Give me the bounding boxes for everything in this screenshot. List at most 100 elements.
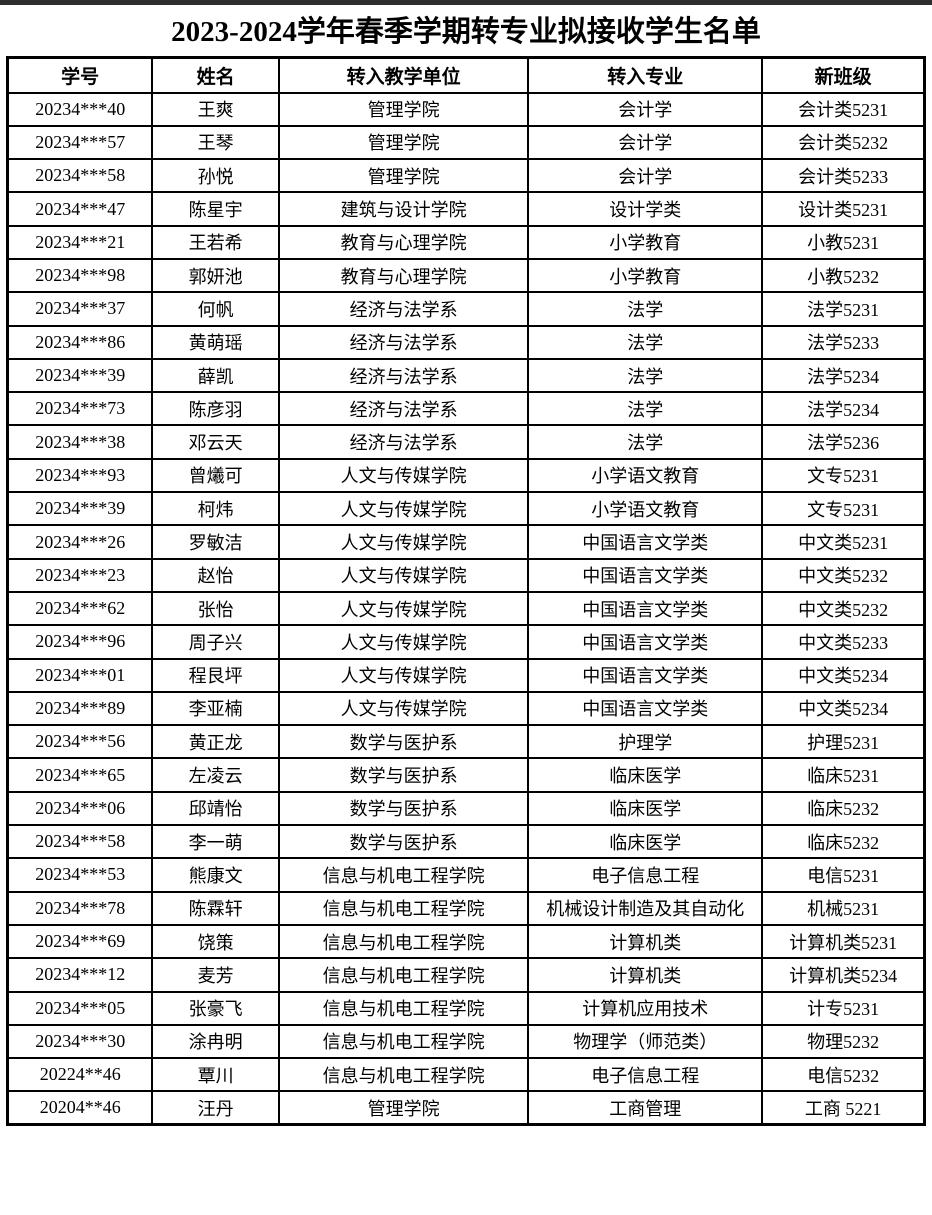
cell-major: 小学教育 <box>527 224 764 260</box>
column-header-unit: 转入教学单位 <box>277 56 530 94</box>
cell-unit: 信息与机电工程学院 <box>277 890 530 926</box>
cell-student-id: 20234***57 <box>6 124 154 161</box>
column-header-major: 转入专业 <box>527 56 764 94</box>
cell-student-id: 20234***62 <box>6 590 154 627</box>
table-row: 20234***78 陈霖轩 信息与机电工程学院 机械设计制造及其自动化 机械5231 <box>6 890 926 926</box>
cell-student-id: 20234***06 <box>6 790 154 827</box>
cell-name: 麦芳 <box>151 957 280 993</box>
student-roster-table: 学号 姓名 转入教学单位 转入专业 新班级 20234***40 王爽 管理学院 会计… <box>6 56 926 1127</box>
cell-new-class: 临床5232 <box>761 790 926 827</box>
cell-name: 李一萌 <box>151 824 280 860</box>
cell-name: 邓云天 <box>151 424 280 460</box>
cell-major: 临床医学 <box>527 790 764 827</box>
table-row: 20234***38 邓云天 经济与法学系 法学 法学5236 <box>6 424 926 460</box>
cell-major: 中国语言文学类 <box>527 557 764 593</box>
cell-unit: 人文与传媒学院 <box>277 657 530 693</box>
cell-name: 王爽 <box>151 91 280 127</box>
cell-unit: 管理学院 <box>277 1090 530 1126</box>
cell-unit: 经济与法学系 <box>277 324 530 360</box>
cell-student-id: 20234***89 <box>6 690 154 727</box>
cell-unit: 数学与医护系 <box>277 757 530 793</box>
cell-unit: 教育与心理学院 <box>277 224 530 260</box>
table-row: 20234***06 邱靖怡 数学与医护系 临床医学 临床5232 <box>6 790 926 827</box>
cell-new-class: 中文类5233 <box>761 624 926 660</box>
cell-unit: 管理学院 <box>277 158 530 194</box>
cell-new-class: 中文类5232 <box>761 590 926 627</box>
cell-student-id: 20234***56 <box>6 724 154 760</box>
cell-major: 临床医学 <box>527 757 764 793</box>
header-row: 学号 姓名 转入教学单位 转入专业 新班级 <box>6 56 926 94</box>
cell-new-class: 中文类5232 <box>761 557 926 593</box>
cell-unit: 信息与机电工程学院 <box>277 957 530 993</box>
cell-name: 薛凯 <box>151 357 280 394</box>
cell-student-id: 20234***38 <box>6 424 154 460</box>
cell-new-class: 会计类5231 <box>761 91 926 127</box>
cell-student-id: 20234***21 <box>6 224 154 260</box>
cell-unit: 人文与传媒学院 <box>277 690 530 727</box>
cell-new-class: 临床5231 <box>761 757 926 793</box>
cell-unit: 信息与机电工程学院 <box>277 923 530 960</box>
cell-new-class: 法学5233 <box>761 324 926 360</box>
cell-new-class: 工商 5221 <box>761 1090 926 1126</box>
cell-name: 柯炜 <box>151 491 280 527</box>
cell-major: 临床医学 <box>527 824 764 860</box>
cell-major: 电子信息工程 <box>527 1057 764 1093</box>
cell-major: 中国语言文学类 <box>527 590 764 627</box>
cell-name: 王若希 <box>151 224 280 260</box>
column-header-new-class: 新班级 <box>761 56 926 94</box>
table-header: 学号 姓名 转入教学单位 转入专业 新班级 <box>6 56 926 94</box>
cell-name: 张怡 <box>151 590 280 627</box>
cell-major: 会计学 <box>527 91 764 127</box>
cell-unit: 建筑与设计学院 <box>277 191 530 227</box>
cell-new-class: 法学5234 <box>761 357 926 394</box>
cell-major: 机械设计制造及其自动化 <box>527 890 764 926</box>
table-row: 20234***01 程艮坪 人文与传媒学院 中国语言文学类 中文类5234 <box>6 657 926 693</box>
cell-student-id: 20234***65 <box>6 757 154 793</box>
cell-new-class: 机械5231 <box>761 890 926 926</box>
cell-student-id: 20234***53 <box>6 857 154 893</box>
cell-unit: 人文与传媒学院 <box>277 457 530 494</box>
cell-major: 法学 <box>527 357 764 394</box>
cell-unit: 人文与传媒学院 <box>277 624 530 660</box>
table-row: 20234***12 麦芳 信息与机电工程学院 计算机类 计算机类5234 <box>6 957 926 993</box>
page-title: 2023-2024学年春季学期转专业拟接收学生名单 <box>171 16 761 48</box>
table-row: 20234***73 陈彦羽 经济与法学系 法学 法学5234 <box>6 391 926 427</box>
cell-student-id: 20234***58 <box>6 824 154 860</box>
cell-name: 左凌云 <box>151 757 280 793</box>
cell-new-class: 电信5231 <box>761 857 926 893</box>
cell-unit: 数学与医护系 <box>277 790 530 827</box>
cell-name: 黄正龙 <box>151 724 280 760</box>
cell-unit: 经济与法学系 <box>277 357 530 394</box>
cell-name: 王琴 <box>151 124 280 161</box>
table-row: 20234***53 熊康文 信息与机电工程学院 电子信息工程 电信5231 <box>6 857 926 893</box>
cell-name: 邱靖怡 <box>151 790 280 827</box>
cell-major: 法学 <box>527 291 764 327</box>
cell-major: 法学 <box>527 324 764 360</box>
table-row: 20234***69 饶策 信息与机电工程学院 计算机类 计算机类5231 <box>6 923 926 960</box>
cell-student-id: 20234***40 <box>6 91 154 127</box>
cell-major: 设计学类 <box>527 191 764 227</box>
cell-unit: 管理学院 <box>277 91 530 127</box>
cell-major: 中国语言文学类 <box>527 524 764 560</box>
cell-new-class: 电信5232 <box>761 1057 926 1093</box>
cell-new-class: 法学5234 <box>761 391 926 427</box>
cell-unit: 信息与机电工程学院 <box>277 857 530 893</box>
cell-new-class: 法学5236 <box>761 424 926 460</box>
cell-name: 罗敏洁 <box>151 524 280 560</box>
cell-name: 饶策 <box>151 923 280 960</box>
cell-student-id: 20204**46 <box>6 1090 154 1126</box>
cell-student-id: 20234***86 <box>6 324 154 360</box>
cell-unit: 教育与心理学院 <box>277 257 530 294</box>
cell-unit: 管理学院 <box>277 124 530 161</box>
cell-student-id: 20234***93 <box>6 457 154 494</box>
student-table-body: 20234***40 王爽 管理学院 会计学 会计类5231 20234***57 王琴 管理… <box>6 91 926 1126</box>
table-row: 20234***39 柯炜 人文与传媒学院 小学语文教育 文专5231 <box>6 491 926 527</box>
cell-unit: 人文与传媒学院 <box>277 590 530 627</box>
cell-name: 李亚楠 <box>151 690 280 727</box>
cell-major: 会计学 <box>527 124 764 161</box>
cell-unit: 经济与法学系 <box>277 424 530 460</box>
cell-new-class: 中文类5231 <box>761 524 926 560</box>
table-row: 20224**46 覃川 信息与机电工程学院 电子信息工程 电信5232 <box>6 1057 926 1093</box>
table-row: 20234***26 罗敏洁 人文与传媒学院 中国语言文学类 中文类5231 <box>6 524 926 560</box>
cell-name: 郭妍池 <box>151 257 280 294</box>
